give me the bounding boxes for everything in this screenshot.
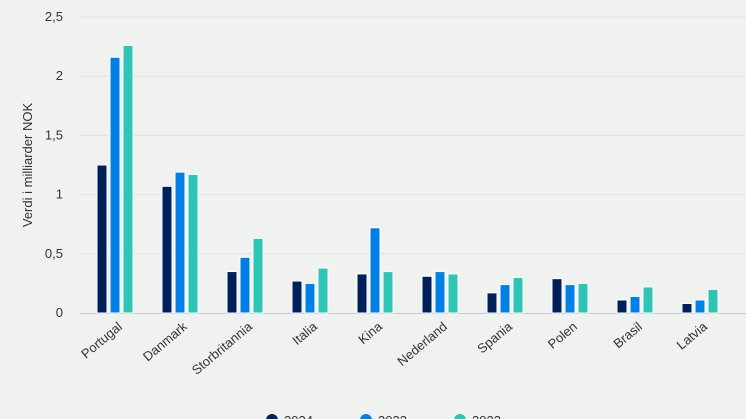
bar-2024-latvia xyxy=(681,303,693,314)
x-tick-label: Storbritannia xyxy=(189,318,256,377)
x-tick-label: Kina xyxy=(355,318,385,347)
bar-2023-polen xyxy=(564,284,576,314)
bar-2024-kina xyxy=(356,273,368,314)
bar-2022-nederland xyxy=(447,273,459,314)
bar-2022-latvia xyxy=(707,288,719,314)
bar-2024-nederland xyxy=(421,275,433,314)
bar-2024-italia xyxy=(291,280,303,314)
legend-label: 2023 xyxy=(378,413,407,419)
y-tick-label: 0,5 xyxy=(45,246,63,261)
legend-label: 2024 xyxy=(284,413,313,419)
x-tick-label: Brasil xyxy=(610,319,645,351)
bar-2022-italia xyxy=(317,267,329,314)
bar-2022-storbritannia xyxy=(252,237,264,314)
bar-2022-spania xyxy=(512,276,524,314)
x-tick-label: Portugal xyxy=(78,319,125,362)
bar-2024-brasil xyxy=(616,299,628,314)
bar-2022-brasil xyxy=(642,286,654,314)
bar-2023-spania xyxy=(499,284,511,314)
bar-2024-polen xyxy=(551,278,563,314)
y-tick-label: 2,5 xyxy=(45,9,63,24)
bar-2023-latvia xyxy=(694,299,706,314)
legend-marker-2024 xyxy=(266,414,278,419)
bar-2023-danmark xyxy=(174,171,186,314)
bar-2022-danmark xyxy=(187,173,199,314)
legend-label: 2022 xyxy=(472,413,501,419)
x-tick-label: Polen xyxy=(545,319,580,352)
x-tick-label: Latvia xyxy=(674,318,711,352)
bar-2022-polen xyxy=(577,282,589,314)
x-tick-label: Danmark xyxy=(140,318,190,364)
bar-2023-storbritannia xyxy=(239,256,251,314)
y-tick-label: 1,5 xyxy=(45,127,63,142)
legend-marker-2023 xyxy=(360,414,372,419)
bar-2024-spania xyxy=(486,292,498,314)
bar-2023-brasil xyxy=(629,295,641,314)
bar-2024-danmark xyxy=(161,185,173,314)
x-tick-label: Spania xyxy=(474,318,515,356)
legend-marker-2022 xyxy=(454,414,466,419)
bar-2023-kina xyxy=(369,227,381,314)
bar-2023-portugal xyxy=(109,56,121,314)
bar-2022-portugal xyxy=(122,44,134,314)
y-tick-label: 0 xyxy=(56,305,63,320)
x-tick-label: Nederland xyxy=(394,319,450,369)
x-tick-label: Italia xyxy=(289,318,320,348)
y-tick-label: 2 xyxy=(56,68,63,83)
y-tick-label: 1 xyxy=(56,187,63,202)
bar-2023-italia xyxy=(304,282,316,314)
bar-2024-portugal xyxy=(96,164,108,314)
bar-2024-storbritannia xyxy=(226,271,238,314)
y-axis-label: Verdi i milliarder NOK xyxy=(20,103,35,228)
bar-2022-kina xyxy=(382,271,394,314)
bar-2023-nederland xyxy=(434,271,446,314)
